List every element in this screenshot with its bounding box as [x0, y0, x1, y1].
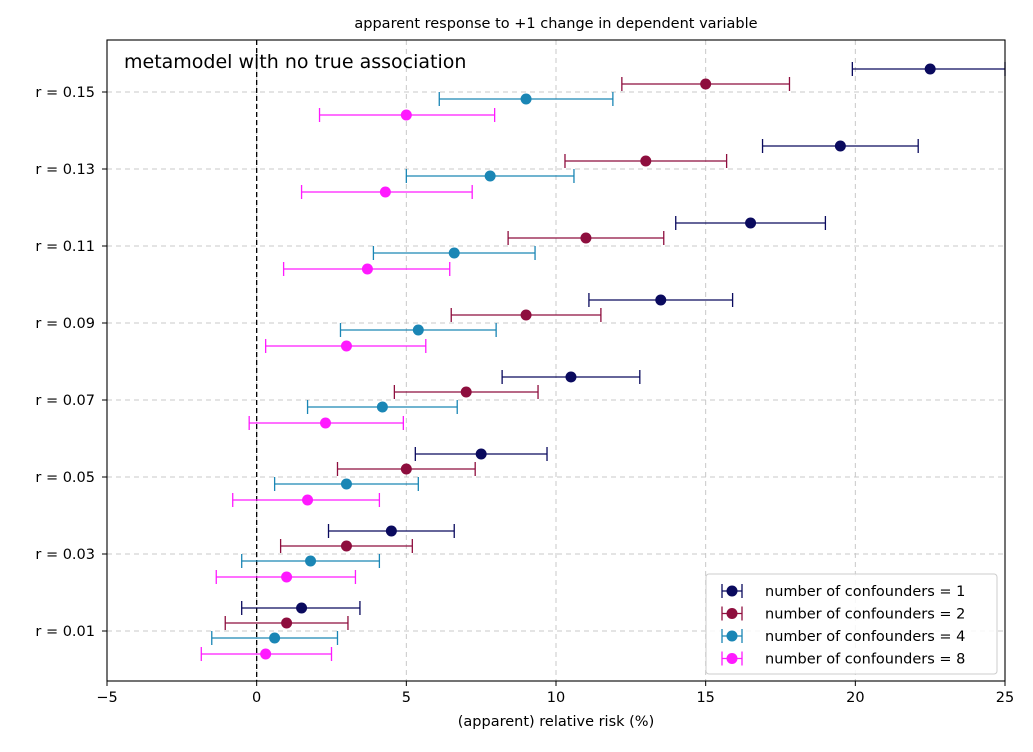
data-point [520, 93, 532, 105]
data-point [379, 186, 391, 198]
y-tick-label: r = 0.05 [35, 470, 95, 486]
x-tick-label: 5 [402, 690, 411, 706]
x-tick-label: 20 [846, 690, 864, 706]
data-point [320, 417, 332, 429]
x-tick-label: 0 [252, 690, 261, 706]
y-tick-label: r = 0.07 [35, 393, 95, 409]
legend-swatch-marker [726, 585, 738, 597]
data-point [565, 371, 577, 383]
legend-swatch-marker [726, 608, 738, 619]
data-point [580, 232, 592, 244]
series-1 [241, 62, 1006, 615]
data-point [520, 309, 532, 321]
data-point [281, 617, 293, 629]
legend-label: number of confounders = 4 [765, 629, 965, 645]
data-point [385, 525, 397, 537]
data-layer [200, 62, 1006, 661]
data-point [340, 478, 352, 490]
data-point [376, 401, 388, 413]
series-2 [224, 77, 791, 630]
y-tick-label: r = 0.03 [35, 547, 95, 563]
data-point [700, 78, 712, 90]
data-point [340, 540, 352, 552]
data-point [655, 294, 667, 306]
chart-title: apparent response to +1 change in depend… [354, 16, 757, 32]
data-point [448, 247, 460, 259]
y-tick-label: r = 0.13 [35, 162, 95, 178]
legend-swatch-marker [726, 630, 738, 642]
y-tick-label: r = 0.11 [35, 239, 95, 255]
data-point [412, 324, 424, 336]
data-point [460, 386, 472, 398]
data-point [302, 494, 314, 506]
legend-label: number of confounders = 1 [765, 584, 965, 600]
data-point [260, 648, 272, 660]
data-point [400, 463, 412, 475]
data-point [361, 263, 373, 275]
legend-label: number of confounders = 8 [765, 652, 965, 668]
y-tick-label: r = 0.15 [35, 85, 95, 101]
data-point [269, 632, 281, 644]
data-point [475, 448, 487, 460]
data-point [281, 571, 293, 583]
data-point [400, 109, 412, 121]
series-4 [200, 108, 496, 661]
data-point [924, 63, 936, 75]
data-point [484, 170, 496, 182]
x-tick-label: 15 [696, 690, 714, 706]
data-point [640, 155, 652, 167]
x-axis-label: (apparent) relative risk (%) [458, 714, 655, 730]
data-point [745, 217, 757, 229]
legend-swatch-marker [726, 653, 738, 664]
data-point [340, 340, 352, 352]
legend-box [705, 573, 998, 675]
legend-label: number of confounders = 2 [765, 607, 965, 623]
data-point [296, 602, 308, 614]
series-3 [211, 92, 614, 645]
x-tick-label: 25 [996, 690, 1014, 706]
annotation-text: metamodel with no true association [124, 51, 466, 73]
data-point [305, 555, 317, 567]
data-point [834, 140, 846, 152]
y-tick-label: r = 0.09 [35, 316, 95, 332]
axis-layer: −5 0 5 10 15 20 25 r = 0.01 r = 0.03 r = 0.05 r = … [35, 85, 1014, 706]
x-tick-label: 10 [547, 690, 565, 706]
legend: number of confounders = 1 number of confo… [705, 573, 998, 675]
x-tick-label: −5 [96, 690, 117, 706]
y-tick-label: r = 0.01 [35, 624, 95, 640]
